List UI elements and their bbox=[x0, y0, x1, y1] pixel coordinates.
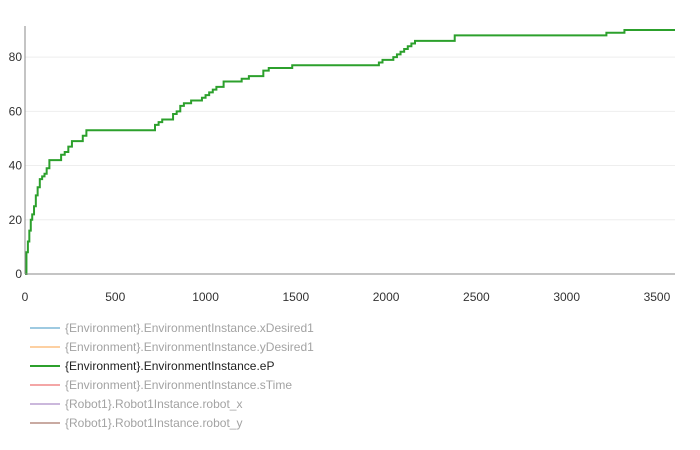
legend-item-4[interactable]: {Robot1}.Robot1Instance.robot_x bbox=[30, 397, 242, 411]
x-tick-label: 2500 bbox=[463, 290, 490, 304]
plot-area bbox=[25, 29, 675, 275]
legend-label: {Environment}.EnvironmentInstance.eP bbox=[65, 359, 274, 373]
x-tick-label: 0 bbox=[22, 290, 29, 304]
legend-label: {Environment}.EnvironmentInstance.yDesir… bbox=[65, 340, 314, 354]
x-tick-label: 500 bbox=[105, 290, 125, 304]
legend-item-3[interactable]: {Environment}.EnvironmentInstance.sTime bbox=[30, 378, 292, 392]
axes bbox=[24, 26, 675, 275]
x-tick-label: 3000 bbox=[553, 290, 580, 304]
legend-label: {Robot1}.Robot1Instance.robot_y bbox=[65, 416, 242, 430]
legend-item-0[interactable]: {Environment}.EnvironmentInstance.xDesir… bbox=[30, 321, 314, 335]
legend-item-5[interactable]: {Robot1}.Robot1Instance.robot_y bbox=[30, 416, 242, 430]
legend-item-1[interactable]: {Environment}.EnvironmentInstance.yDesir… bbox=[30, 340, 314, 354]
legend-item-2[interactable]: {Environment}.EnvironmentInstance.eP bbox=[30, 359, 274, 373]
legend-label: {Robot1}.Robot1Instance.robot_x bbox=[65, 397, 242, 411]
y-tick-label: 40 bbox=[9, 159, 23, 173]
y-tick-label: 20 bbox=[9, 213, 23, 227]
x-tick-label: 1000 bbox=[192, 290, 219, 304]
tick-labels: 0 20 40 60 80 0 500 1000 1500 2000 2500 3000 3500 bbox=[9, 50, 671, 304]
x-tick-label: 1500 bbox=[282, 290, 309, 304]
legend-label: {Environment}.EnvironmentInstance.sTime bbox=[65, 378, 292, 392]
legend-label: {Environment}.EnvironmentInstance.xDesir… bbox=[65, 321, 314, 335]
grid-lines bbox=[25, 56, 675, 221]
y-tick-label: 0 bbox=[15, 267, 22, 281]
x-tick-label: 3500 bbox=[644, 290, 671, 304]
x-tick-label: 2000 bbox=[373, 290, 400, 304]
series-line-2 bbox=[25, 29, 675, 275]
legend: {Environment}.EnvironmentInstance.xDesir… bbox=[30, 321, 314, 430]
y-tick-label: 60 bbox=[9, 104, 23, 118]
y-tick-label: 80 bbox=[9, 50, 23, 64]
